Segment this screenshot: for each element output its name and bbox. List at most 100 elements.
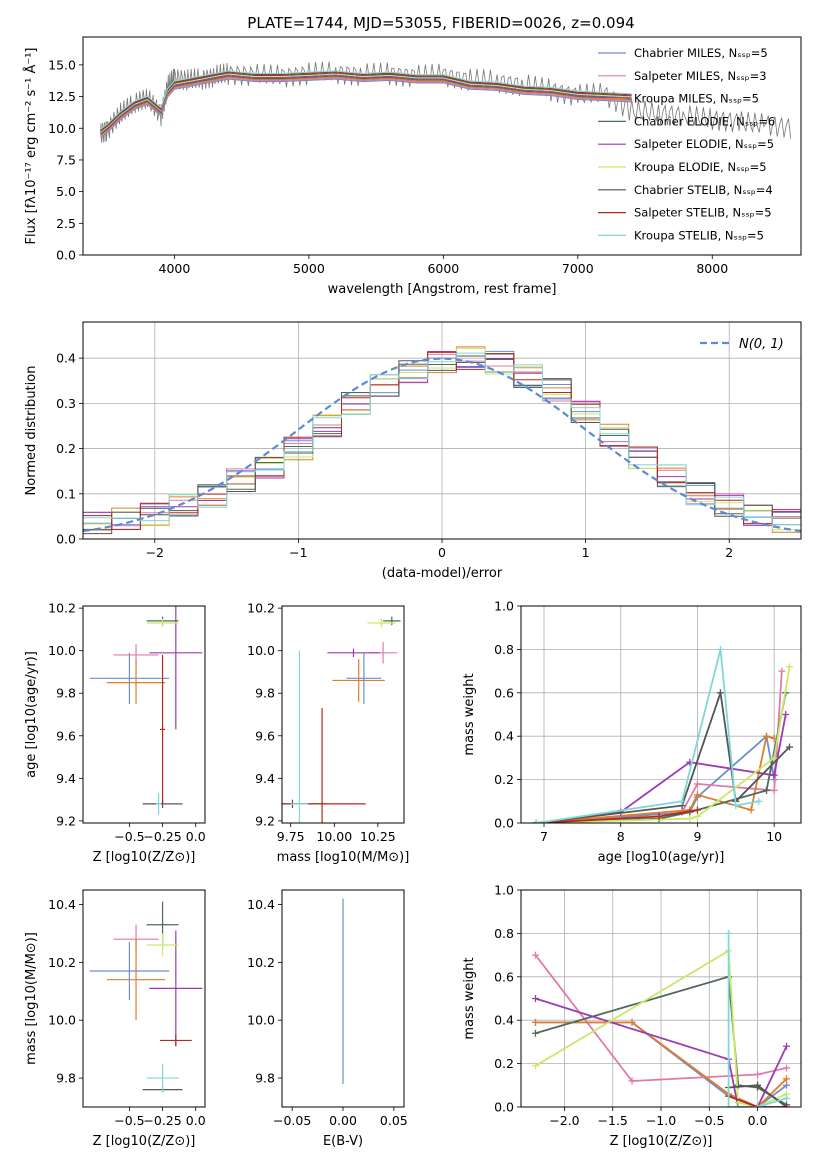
legend-label: Salpeter STELIB, Nₛₛₚ=5 [634,206,772,220]
x-tick-label: 0.0 [186,1113,206,1128]
y-axis-label: mass weight [462,957,477,1039]
y-tick-label: 0.4 [56,351,76,366]
y-axis-label: Normed distribution [24,366,39,496]
x-axis-label: Z [log10(Z/Z⊙)] [610,1134,713,1149]
x-tick-label: 0.00 [329,1113,357,1128]
y-axis-label: mass [log10(M/M⊙)] [24,932,39,1065]
y-tick-label: 0.4 [494,729,514,744]
x-axis-label: mass [log10(M/M⊙)] [277,850,410,865]
mass-vs-Z-marks [89,901,203,1093]
x-tick-label: 8 [617,829,625,844]
x-tick-label: 6000 [427,261,459,276]
weight-point [754,1103,762,1107]
age-vs-Z-marks [89,606,203,815]
y-tick-label: 9.2 [255,813,275,828]
age-vs-Z-panel: −0.5−0.25 0.0 9.2 9.4 9.6 9.8 10.0 10.2 Z [log10… [24,601,206,865]
y-tick-label: 10.0 [48,643,76,658]
plot-area: 4000 5000 6000 7000 80000.02.55.07.510.012.5… [23,36,802,1149]
histogram-step [83,355,801,535]
weight-point [762,732,770,740]
x-tick-label: 10.25 [360,829,396,844]
residuals-panel: −2 −1 0 1 2 0.0 0.1 0.2 0.3 0.4 (data-model)/error… [24,321,802,581]
weight-point [628,1077,636,1085]
weight-point [686,815,694,823]
axes-frame [82,889,206,1108]
y-tick-label: 0.4 [494,1013,514,1028]
axes-frame [82,321,802,540]
x-tick-label: 5000 [293,261,325,276]
x-tick-label: 9.75 [277,829,305,844]
y-tick-label: 10.0 [247,1013,275,1028]
model-spectrum-line [100,74,632,134]
y-tick-label: 1.0 [494,599,514,614]
y-axis-label: Flux [fλ10⁻¹⁷ erg cm⁻² s⁻¹ Å⁻¹] [23,48,39,245]
y-tick-label: 0.6 [494,969,514,984]
weight-point [655,812,663,820]
weight-point [628,1018,636,1026]
y-tick-label: 0.2 [494,772,514,787]
y-tick-label: 0.3 [56,396,76,411]
massweight-vs-Z-panel: −2.0 −1.5 −1.0 −0.5 0.0 0.0 0.2 0.4 0.6 0.8 1.0 Z [… [462,883,802,1149]
weight-point [778,667,786,675]
model-spectrum-line [100,78,632,138]
x-tick-label: −1.0 [646,1113,676,1128]
weight-point [693,812,701,820]
massweight-vs-Z-marks [531,929,791,1107]
y-tick-label: 9.8 [255,1071,275,1086]
gaussian-curve [83,357,801,533]
x-tick-label: −0.5 [694,1113,724,1128]
weight-point [693,780,701,788]
x-tick-label: −0.5 [114,829,144,844]
x-tick-label: −2.0 [549,1113,579,1128]
y-tick-label: 2.5 [56,216,76,231]
y-tick-label: 9.8 [56,686,76,701]
x-tick-label: −0.5 [114,1113,144,1128]
weight-point [531,1062,539,1070]
weight-point [783,1081,791,1089]
legend-label: Kroupa STELIB, Nₛₛₚ=5 [634,228,764,242]
x-tick-label: 10 [766,829,782,844]
y-tick-label: 15.0 [48,57,76,72]
weight-point [783,1042,791,1050]
weight-point [531,995,539,1002]
model-spectrum-line [100,70,632,130]
legend-label: Chabrier ELODIE, Nₛₛₚ=6 [634,114,775,128]
weight-point [725,929,733,937]
x-axis-label: Z [log10(Z/Z⊙)] [93,850,196,865]
y-tick-label: 9.6 [56,728,76,743]
axes-frame [82,36,802,256]
weight-point [770,786,778,794]
x-tick-label: 2 [725,545,733,560]
y-tick-label: 0.0 [56,248,76,263]
x-axis-label: E(B-V) [323,1134,363,1149]
massweight-vs-age-panel: 7 8 9 10 0.0 0.2 0.4 0.6 0.8 1.0 age [log10(age/yr… [462,599,802,865]
y-tick-label: 0.2 [56,441,76,456]
age-vs-mass-panel: 9.75 10.00 10.25 9.2 9.4 9.6 9.8 10.0 10.2 mass [… [247,601,410,865]
legend-label: Kroupa ELODIE, Nₛₛₚ=5 [634,160,767,174]
histogram-step [83,353,801,527]
x-tick-label: 7 [540,829,548,844]
y-tick-label: 0.0 [494,816,514,831]
legend-label: Kroupa MILES, Nₛₛₚ=5 [634,92,759,106]
y-tick-label: 9.4 [56,771,76,786]
weight-series-line [534,954,787,1082]
mass-vs-EBV-panel: −0.05 0.00 0.05 9.8 10.0 10.2 10.4 E(B-V) [247,889,408,1149]
weight-point [532,819,540,823]
x-axis-label: age [log10(age/yr)] [598,850,725,865]
y-tick-label: 10.2 [247,955,275,970]
weight-series-line [728,1095,787,1107]
weight-point [783,1075,791,1083]
weight-point [783,1094,791,1102]
y-tick-label: 10.0 [247,643,275,658]
y-tick-label: 5.0 [56,184,76,199]
histogram-step [83,353,801,530]
legend-label: Salpeter MILES, Nₛₛₚ=3 [634,69,767,83]
weight-point [785,743,793,751]
weight-point [783,1064,791,1072]
y-tick-label: 0.0 [494,1100,514,1115]
y-tick-label: 10.0 [48,1013,76,1028]
x-axis-label: Z [log10(Z/Z⊙)] [93,1134,196,1149]
x-axis-label: (data-model)/error [382,566,503,581]
y-tick-label: 10.4 [247,897,275,912]
